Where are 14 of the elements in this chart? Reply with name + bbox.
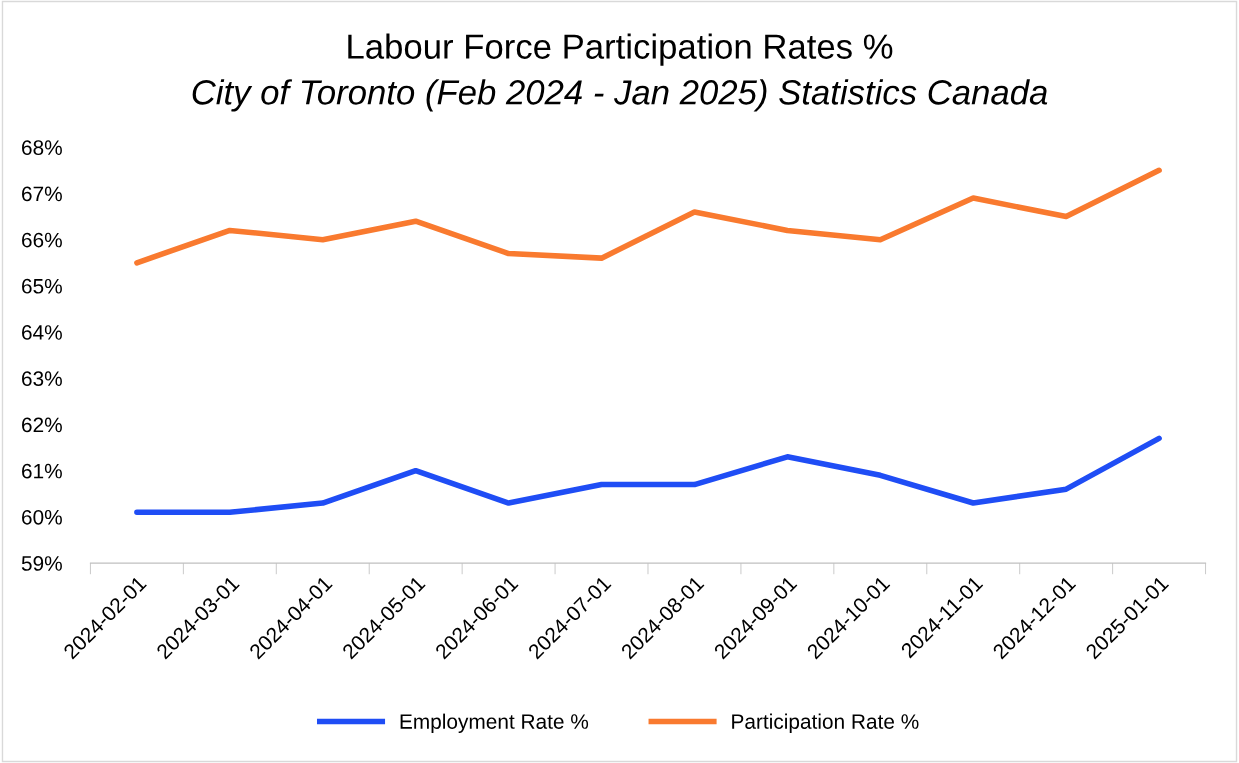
legend-label: Employment Rate % [400, 713, 589, 734]
y-tick-label: 66% [22, 232, 62, 248]
y-tick-label: 67% [22, 186, 62, 202]
y-tick-label: 63% [22, 371, 62, 387]
y-tick-label: 65% [22, 278, 62, 294]
y-tick-label: 68% [22, 140, 62, 156]
y-tick-label: 59% [21, 556, 62, 571]
legend-label: Participation Rate % [732, 713, 919, 734]
y-tick-label: 61% [22, 463, 62, 479]
chart-title: Labour Force Participation Rates % [348, 33, 893, 66]
y-tick-label: 60% [22, 509, 62, 525]
y-tick-label: 64% [22, 325, 62, 340]
y-tick-label: 62% [22, 417, 62, 433]
chart-subtitle: City of Toronto (Feb 2024 - Jan 2025) Statistics Canada [192, 79, 1048, 112]
